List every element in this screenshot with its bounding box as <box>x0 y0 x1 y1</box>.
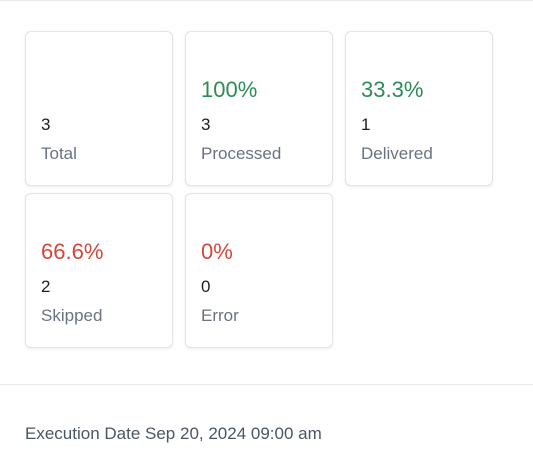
processed-count: 3 <box>201 115 211 134</box>
total-label: Total <box>41 144 77 163</box>
section-divider <box>0 384 533 385</box>
top-divider <box>0 0 533 1</box>
processed-label: Processed <box>201 144 282 163</box>
skipped-percent: 66.6% <box>41 239 104 264</box>
delivered-label: Delivered <box>361 144 433 163</box>
stat-card-error: 0% 0 Error <box>185 193 333 348</box>
delivered-count: 1 <box>361 115 371 134</box>
error-percent: 0% <box>201 239 233 264</box>
total-count: 3 <box>41 115 51 134</box>
stat-card-processed: 100% 3 Processed <box>185 31 333 186</box>
error-count: 0 <box>201 277 211 296</box>
delivered-percent: 33.3% <box>361 77 424 102</box>
execution-date: Execution Date Sep 20, 2024 09:00 am <box>25 424 322 443</box>
skipped-label: Skipped <box>41 306 103 325</box>
skipped-count: 2 <box>41 277 51 296</box>
error-label: Error <box>201 306 239 325</box>
stat-card-total: 3 Total <box>25 31 173 186</box>
processed-percent: 100% <box>201 77 258 102</box>
stat-card-skipped: 66.6% 2 Skipped <box>25 193 173 348</box>
stat-card-delivered: 33.3% 1 Delivered <box>345 31 493 186</box>
